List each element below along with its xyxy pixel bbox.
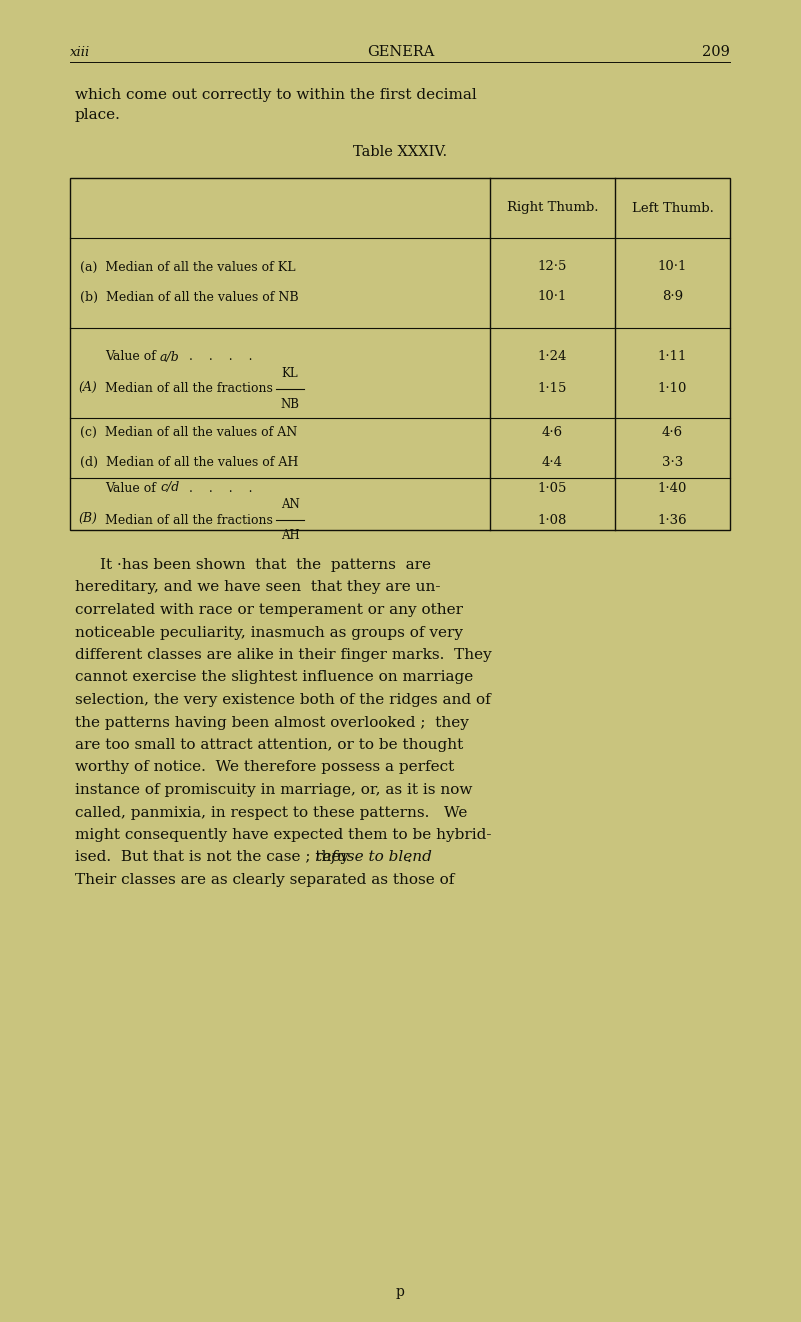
Text: .    .    .    .: . . . . — [185, 350, 252, 364]
Text: instance of promiscuity in marriage, or, as it is now: instance of promiscuity in marriage, or,… — [75, 783, 473, 797]
Text: 4·6: 4·6 — [542, 426, 563, 439]
Text: different classes are alike in their finger marks.  They: different classes are alike in their fin… — [75, 648, 492, 662]
Text: (b)  Median of all the values of NB: (b) Median of all the values of NB — [80, 291, 299, 304]
Text: cannot exercise the slightest influence on marriage: cannot exercise the slightest influence … — [75, 670, 473, 685]
Text: (c)  Median of all the values of AN: (c) Median of all the values of AN — [80, 426, 297, 439]
Bar — [70, 178, 730, 530]
Text: a/b: a/b — [160, 350, 179, 364]
Text: p: p — [396, 1285, 405, 1300]
Text: Median of all the fractions: Median of all the fractions — [105, 382, 273, 395]
Text: (B): (B) — [78, 512, 97, 525]
Text: (a)  Median of all the values of KL: (a) Median of all the values of KL — [80, 260, 296, 274]
Text: Right Thumb.: Right Thumb. — [507, 201, 598, 214]
Text: correlated with race or temperament or any other: correlated with race or temperament or a… — [75, 603, 463, 617]
Text: NB: NB — [280, 398, 300, 411]
Text: ised.  But that is not the case ; they: ised. But that is not the case ; they — [75, 850, 354, 865]
Text: .: . — [407, 850, 412, 865]
Text: Their classes are as clearly separated as those of: Their classes are as clearly separated a… — [75, 873, 454, 887]
Text: 209: 209 — [702, 45, 730, 59]
Text: Left Thumb.: Left Thumb. — [631, 201, 714, 214]
Text: place.: place. — [75, 108, 121, 122]
Text: hereditary, and we have seen  that they are un-: hereditary, and we have seen that they a… — [75, 580, 441, 595]
Text: c/d: c/d — [160, 481, 179, 494]
Text: might consequently have expected them to be hybrid-: might consequently have expected them to… — [75, 828, 492, 842]
Text: xiii: xiii — [70, 45, 91, 58]
Text: Value of: Value of — [105, 350, 160, 364]
Text: 4·4: 4·4 — [542, 456, 563, 468]
Text: Median of all the fractions: Median of all the fractions — [105, 513, 273, 526]
Text: It ·has been shown  that  the  patterns  are: It ·has been shown that the patterns are — [100, 558, 431, 572]
Text: 10·1: 10·1 — [658, 260, 687, 274]
Text: AN: AN — [280, 498, 300, 512]
Text: are too small to attract attention, or to be thought: are too small to attract attention, or t… — [75, 738, 463, 752]
Text: selection, the very existence both of the ridges and of: selection, the very existence both of th… — [75, 693, 491, 707]
Text: (A): (A) — [78, 381, 97, 394]
Text: which come out correctly to within the first decimal: which come out correctly to within the f… — [75, 89, 477, 102]
Text: noticeable peculiarity, inasmuch as groups of very: noticeable peculiarity, inasmuch as grou… — [75, 625, 463, 640]
Text: 1·10: 1·10 — [658, 382, 687, 395]
Text: 8·9: 8·9 — [662, 291, 683, 304]
Text: 1·36: 1·36 — [658, 513, 687, 526]
Text: refuse to blend: refuse to blend — [315, 850, 432, 865]
Text: worthy of notice.  We therefore possess a perfect: worthy of notice. We therefore possess a… — [75, 760, 454, 775]
Text: Value of: Value of — [105, 481, 160, 494]
Text: 1·40: 1·40 — [658, 481, 687, 494]
Text: GENERA: GENERA — [367, 45, 434, 59]
Text: 1·15: 1·15 — [537, 382, 567, 395]
Text: 4·6: 4·6 — [662, 426, 683, 439]
Text: Table XXXIV.: Table XXXIV. — [353, 145, 448, 159]
Text: 10·1: 10·1 — [537, 291, 567, 304]
Text: 1·08: 1·08 — [537, 513, 567, 526]
Text: called, panmixia, in respect to these patterns.   We: called, panmixia, in respect to these pa… — [75, 805, 467, 820]
Text: 1·24: 1·24 — [537, 350, 567, 364]
Text: the patterns having been almost overlooked ;  they: the patterns having been almost overlook… — [75, 715, 469, 730]
Text: 3·3: 3·3 — [662, 456, 683, 468]
Text: KL: KL — [282, 368, 298, 379]
Text: 1·11: 1·11 — [658, 350, 687, 364]
Text: AH: AH — [280, 529, 300, 542]
Text: 1·05: 1·05 — [537, 481, 567, 494]
Text: .    .    .    .: . . . . — [185, 481, 252, 494]
Text: 12·5: 12·5 — [537, 260, 567, 274]
Text: (d)  Median of all the values of AH: (d) Median of all the values of AH — [80, 456, 299, 468]
